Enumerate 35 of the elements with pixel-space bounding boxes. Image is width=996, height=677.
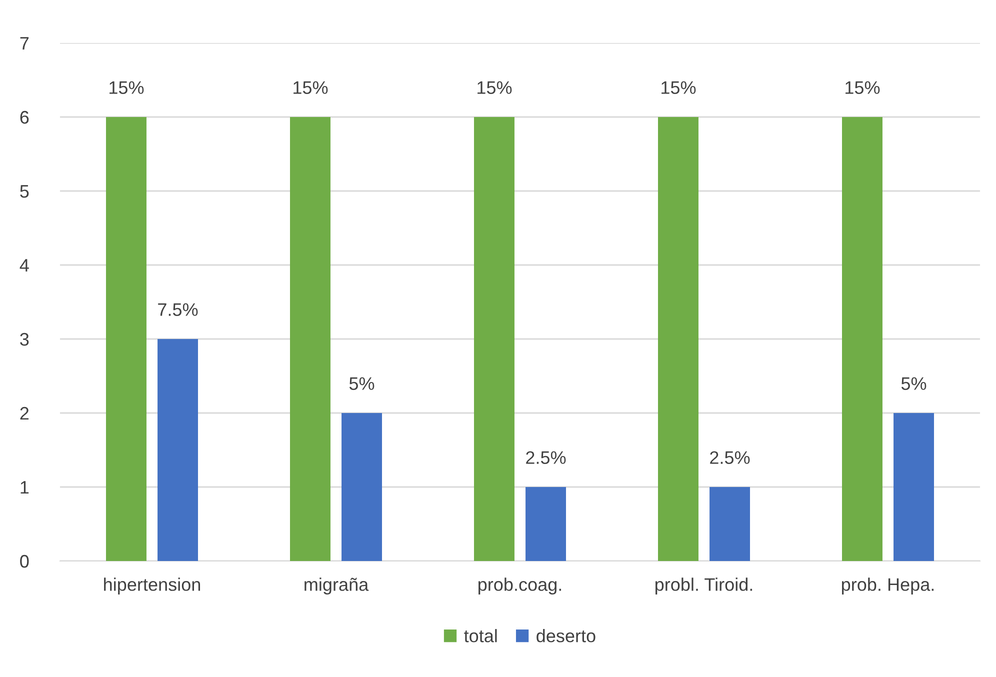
- y-tick-label: 7: [20, 37, 29, 50]
- bar: [290, 117, 330, 561]
- x-tick-label: prob. Hepa.: [842, 578, 934, 594]
- annotation: 2.5%: [526, 451, 566, 464]
- x-tick-label: prob.coag.: [478, 578, 562, 594]
- x-tick-label: migraña: [304, 578, 369, 594]
- y-tick-label: 1: [20, 481, 29, 494]
- x-tick-label: probl. Tiroid.: [655, 578, 752, 594]
- y-tick-label: 6: [20, 110, 29, 124]
- y-tick-label: 2: [20, 406, 29, 420]
- annotation: 5%: [901, 377, 926, 390]
- x-tick-label: hipertension: [104, 578, 200, 594]
- bar: [894, 413, 934, 561]
- y-tick-label: 4: [20, 259, 29, 272]
- bar: [106, 117, 146, 561]
- annotation: 7.5%: [158, 303, 198, 316]
- bar: [710, 487, 750, 561]
- bar: [658, 117, 698, 561]
- annotation: 5%: [349, 377, 374, 390]
- legend-label: total: [464, 629, 497, 642]
- bar: [842, 117, 882, 561]
- annotation: 2.5%: [710, 451, 750, 464]
- y-tick-label: 3: [20, 332, 29, 346]
- y-tick-label: 5: [20, 185, 29, 198]
- annotation: 15%: [478, 81, 512, 94]
- bar: [342, 413, 382, 561]
- y-tick-label: 0: [20, 554, 29, 568]
- bar: [158, 339, 198, 561]
- legend-label: deserto: [536, 629, 596, 642]
- bar: [474, 117, 514, 561]
- bar: [526, 487, 566, 561]
- annotation: 15%: [110, 81, 144, 94]
- annotation: 15%: [846, 81, 880, 94]
- annotation: 15%: [662, 81, 696, 94]
- annotation: 15%: [294, 81, 328, 94]
